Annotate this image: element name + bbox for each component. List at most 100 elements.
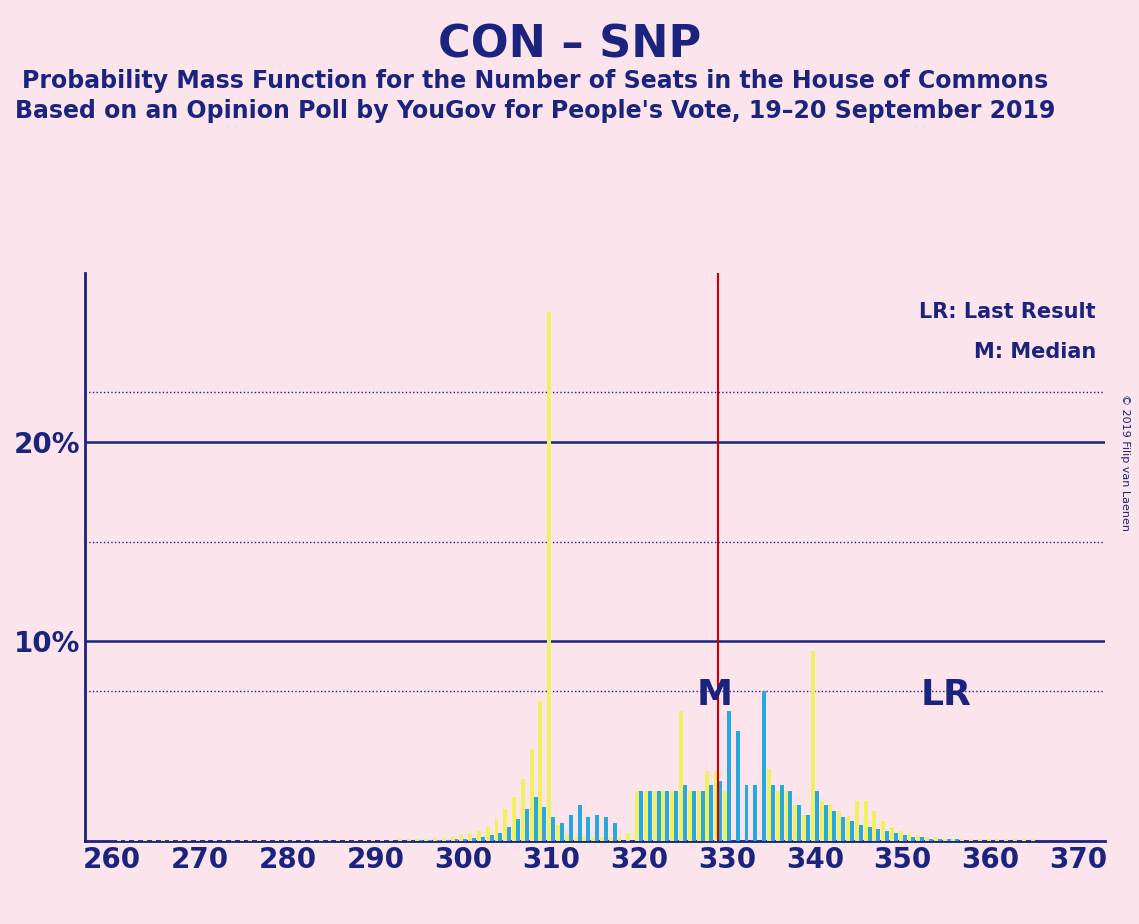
Bar (587, 817, 590, 841)
Bar (662, 791, 665, 841)
Bar (714, 771, 719, 841)
Bar (908, 833, 911, 841)
Bar (917, 835, 920, 841)
Bar (533, 797, 538, 841)
Bar (995, 839, 999, 841)
Bar (451, 837, 454, 841)
Bar (582, 837, 587, 841)
Bar (513, 797, 516, 841)
Bar (911, 837, 916, 841)
Bar (802, 815, 806, 841)
Text: LR: LR (920, 678, 972, 712)
Bar (788, 791, 793, 841)
Bar (1013, 839, 1017, 841)
Bar (710, 785, 713, 841)
Bar (407, 839, 410, 841)
Bar (577, 805, 582, 841)
Bar (925, 837, 929, 841)
Bar (753, 785, 757, 841)
Bar (507, 827, 511, 841)
Text: Based on an Opinion Poll by YouGov for People's Vote, 19–20 September 2019: Based on an Opinion Poll by YouGov for P… (15, 99, 1056, 123)
Bar (885, 831, 890, 841)
Bar (723, 791, 727, 841)
Bar (719, 781, 722, 841)
Bar (1005, 839, 1008, 841)
Bar (868, 827, 871, 841)
Text: © 2019 Filip van Laenen: © 2019 Filip van Laenen (1121, 394, 1130, 530)
Bar (850, 821, 854, 841)
Bar (551, 817, 555, 841)
Bar (854, 801, 859, 841)
Bar (863, 801, 868, 841)
Bar (814, 791, 819, 841)
Bar (823, 805, 828, 841)
Bar (771, 785, 775, 841)
Bar (416, 839, 419, 841)
Bar (943, 839, 947, 841)
Bar (894, 833, 898, 841)
Bar (442, 838, 445, 841)
Bar (833, 811, 836, 841)
Bar (653, 791, 657, 841)
Bar (530, 749, 533, 841)
Bar (793, 805, 797, 841)
Text: CON – SNP: CON – SNP (437, 23, 702, 67)
Bar (937, 839, 942, 841)
Bar (481, 837, 485, 841)
Bar (811, 651, 814, 841)
Bar (636, 791, 639, 841)
Bar (485, 827, 490, 841)
Bar (785, 791, 788, 841)
Text: Probability Mass Function for the Number of Seats in the House of Commons: Probability Mass Function for the Number… (22, 69, 1049, 93)
Bar (464, 839, 467, 841)
Bar (859, 825, 862, 841)
Bar (380, 840, 384, 841)
Text: LR: Last Result: LR: Last Result (919, 302, 1096, 322)
Bar (842, 817, 845, 841)
Bar (767, 769, 771, 841)
Text: M: M (696, 678, 732, 712)
Bar (525, 808, 528, 841)
Bar (424, 839, 428, 841)
Bar (903, 835, 907, 841)
Bar (780, 785, 784, 841)
Bar (617, 837, 622, 841)
Bar (494, 819, 499, 841)
Bar (828, 805, 833, 841)
Bar (691, 791, 696, 841)
Bar (556, 825, 560, 841)
Bar (398, 839, 402, 841)
Bar (472, 838, 476, 841)
Bar (679, 711, 683, 841)
Bar (745, 785, 748, 841)
Bar (1022, 839, 1026, 841)
Bar (568, 815, 573, 841)
Bar (565, 835, 568, 841)
Bar (882, 821, 885, 841)
Bar (459, 835, 464, 841)
Bar (604, 817, 608, 841)
Bar (776, 791, 780, 841)
Bar (947, 839, 951, 841)
Bar (608, 837, 613, 841)
Bar (929, 839, 933, 841)
Bar (644, 791, 648, 841)
Bar (762, 691, 767, 841)
Bar (978, 839, 982, 841)
Bar (547, 312, 551, 841)
Bar (574, 837, 577, 841)
Bar (846, 817, 850, 841)
Bar (969, 839, 973, 841)
Bar (727, 711, 731, 841)
Bar (503, 808, 507, 841)
Bar (639, 791, 644, 841)
Bar (657, 791, 661, 841)
Bar (890, 827, 894, 841)
Bar (806, 815, 810, 841)
Bar (371, 840, 376, 841)
Bar (600, 837, 604, 841)
Bar (872, 811, 876, 841)
Bar (539, 701, 542, 841)
Bar (960, 839, 965, 841)
Bar (837, 811, 842, 841)
